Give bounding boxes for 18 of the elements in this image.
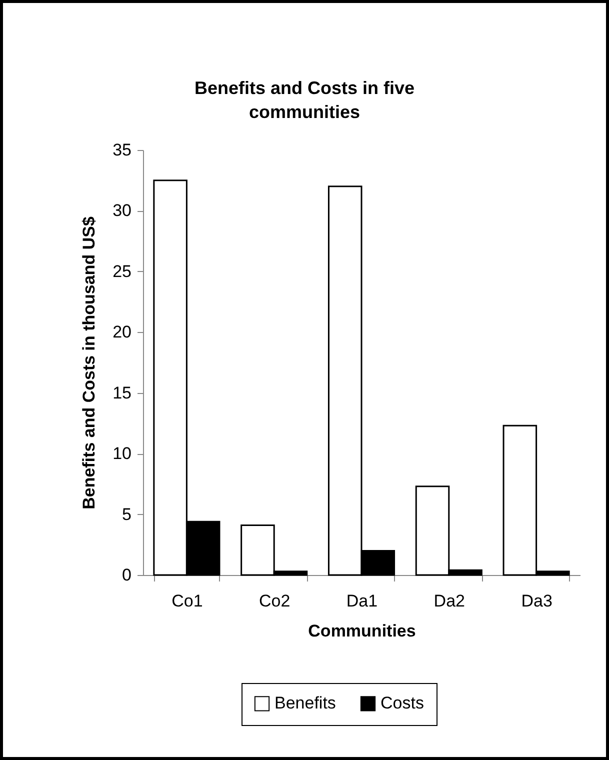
y-tick-label: 20 — [112, 322, 132, 342]
y-tick-label: 30 — [112, 201, 132, 220]
x-tick-label: Co1 — [172, 592, 203, 610]
x-tick-label: Da1 — [346, 592, 378, 610]
y-tick-label: 35 — [112, 140, 132, 160]
y-tick-label: 15 — [112, 383, 132, 402]
y-tick-label: 25 — [112, 262, 132, 281]
y-tick-label: 5 — [122, 504, 132, 524]
y-tick-label: 10 — [112, 444, 132, 464]
x-tick-label: Co2 — [259, 592, 290, 610]
legend-label: Costs — [380, 694, 424, 713]
legend-label: Benefits — [274, 694, 336, 713]
y-tick-label: 0 — [122, 566, 132, 584]
x-tick-label: Da2 — [434, 592, 465, 610]
x-axis-title: Communities — [308, 622, 416, 640]
y-axis-title: Benefits and Costs in thousand US$ — [80, 216, 99, 510]
chart-title: Benefits and Costs in five communities — [193, 77, 416, 124]
x-tick-label: Da3 — [521, 592, 552, 610]
